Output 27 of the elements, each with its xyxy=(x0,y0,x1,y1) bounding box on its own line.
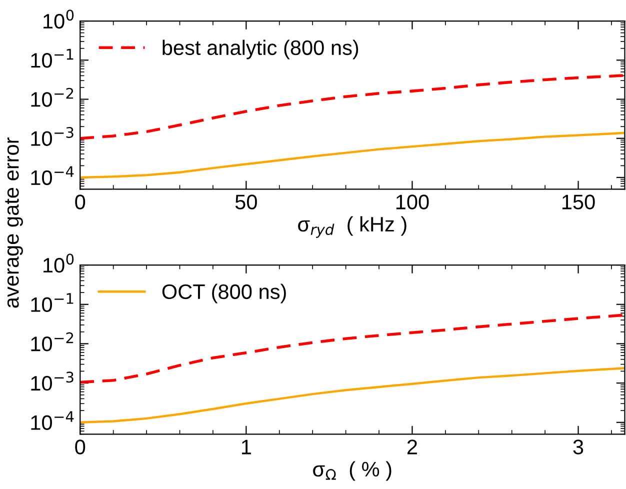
y-tick-label: 10$^{−1}$ xyxy=(31,293,74,312)
x-tick-label: 2 xyxy=(407,440,417,454)
y-axis-title: average gate error xyxy=(5,138,23,308)
x-tick-label: 0 xyxy=(75,194,86,210)
line-series xyxy=(80,366,625,424)
x-tick-label: 3 xyxy=(573,440,584,454)
y-tick-label: 10$^{−4}$ xyxy=(31,411,74,430)
line-series xyxy=(80,314,625,384)
x-tick-label: 100 xyxy=(396,194,429,210)
y-tick-label: 10$^{−2}$ xyxy=(31,88,74,107)
y-tick-label: 10$^{−1}$ xyxy=(31,48,74,68)
x-tick-label: 150 xyxy=(562,194,595,210)
x-tick-label: 1 xyxy=(242,440,251,454)
line-series xyxy=(80,74,625,140)
line-series xyxy=(80,132,625,179)
y-tick-label: 10$^{0}$ xyxy=(44,254,74,273)
x-axis-title: σ$_{Ω}$ ( % ) xyxy=(313,461,392,481)
legend-label: best analytic (800 ns) xyxy=(162,40,358,60)
y-tick-label: 10$^{−3}$ xyxy=(31,372,74,391)
y-tick-label: 10$^{−2}$ xyxy=(31,332,74,352)
x-tick-label: 50 xyxy=(235,194,257,210)
legend-label: OCT (800 ns) xyxy=(162,284,286,304)
x-tick-label: 0 xyxy=(75,440,86,454)
y-tick-label: 10$^{−4}$ xyxy=(31,166,74,186)
y-tick-label: 10$^{0}$ xyxy=(44,10,74,29)
y-tick-label: 10$^{−3}$ xyxy=(31,126,74,146)
x-axis-title: σ$_{ryd}$ ( kHz ) xyxy=(298,216,406,238)
